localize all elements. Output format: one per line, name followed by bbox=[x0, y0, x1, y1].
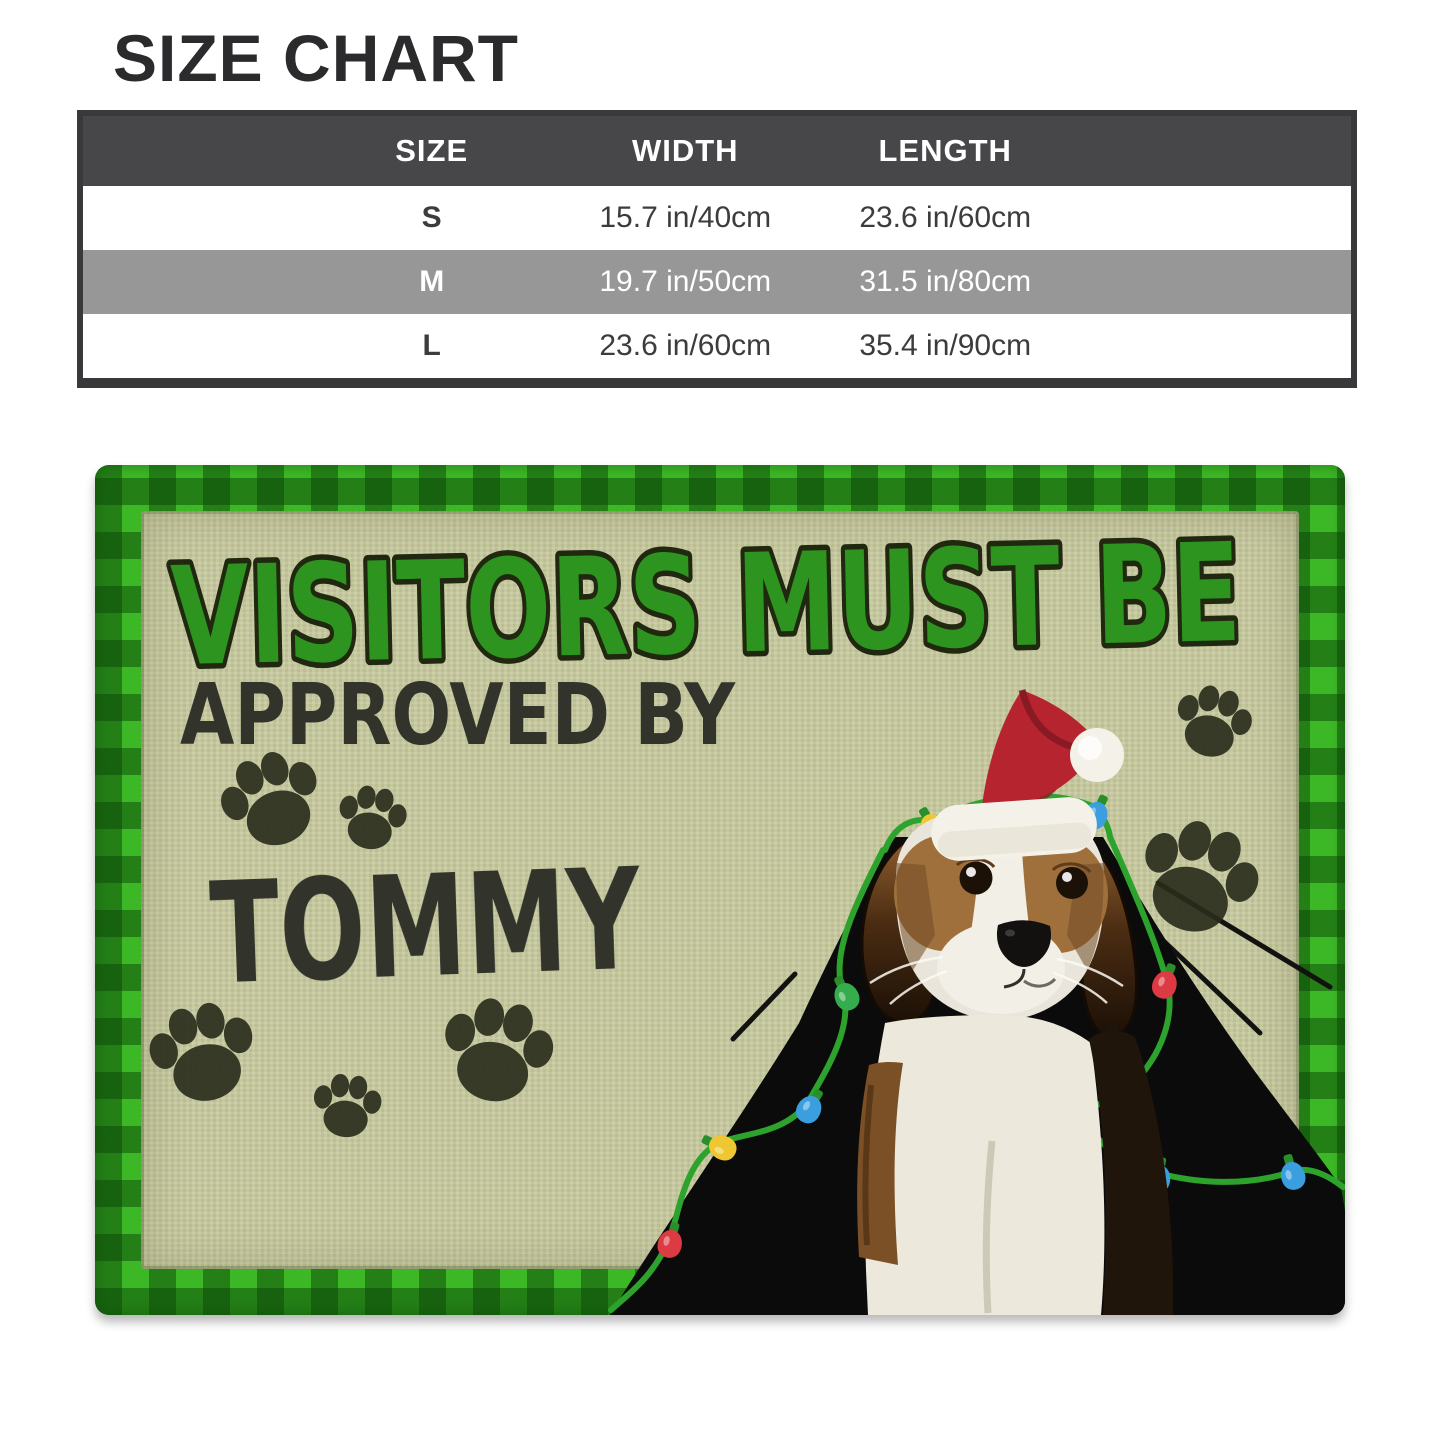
dog-mouth bbox=[1003, 968, 1026, 989]
cell-length-m: 31.5 in/80cm bbox=[859, 265, 1032, 298]
santa-hat-cone bbox=[981, 690, 1096, 815]
cell-width-s: 15.7 in/40cm bbox=[599, 201, 772, 234]
table-row: M 19.7 in/50cm 31.5 in/80cm bbox=[83, 250, 1351, 314]
paw-print bbox=[310, 1071, 384, 1141]
size-chart-table: SIZE WIDTH LENGTH S 15.7 in/40cm 23.6 in… bbox=[77, 110, 1357, 388]
dog-body bbox=[865, 1015, 1105, 1315]
cell-size-m: M bbox=[419, 265, 445, 298]
doormat-headline: VISITORS MUST BE bbox=[169, 515, 1242, 697]
page-title: SIZE CHART bbox=[113, 21, 519, 95]
dog-whiskers bbox=[869, 955, 1124, 1005]
doormat-art: VISITORS MUST BE APPROVED BY TOMMY bbox=[142, 509, 1345, 1315]
cell-length-l: 35.4 in/90cm bbox=[859, 329, 1032, 362]
dog-eye bbox=[959, 861, 993, 895]
dog-eye bbox=[1056, 867, 1088, 899]
column-header-length: LENGTH bbox=[878, 133, 1012, 168]
cell-length-s: 23.6 in/60cm bbox=[859, 201, 1032, 234]
paw-print bbox=[433, 990, 561, 1112]
paw-print bbox=[1167, 678, 1259, 766]
cell-size-l: L bbox=[422, 329, 441, 362]
cell-size-s: S bbox=[421, 201, 442, 234]
column-header-size: SIZE bbox=[395, 133, 469, 168]
column-header-width: WIDTH bbox=[631, 133, 739, 168]
table-row: L 23.6 in/60cm 35.4 in/90cm bbox=[83, 314, 1351, 378]
doormat-dog-name: TOMMY bbox=[208, 839, 645, 1017]
doormat-product-photo: VISITORS MUST BE APPROVED BY TOMMY bbox=[95, 465, 1345, 1315]
dog-dark-side bbox=[1089, 1030, 1174, 1315]
beagle-puppy bbox=[857, 689, 1174, 1315]
santa-hat bbox=[931, 689, 1124, 861]
table-row: S 15.7 in/40cm 23.6 in/60cm bbox=[83, 186, 1351, 250]
cell-width-m: 19.7 in/50cm bbox=[599, 265, 772, 298]
table-header-row: SIZE WIDTH LENGTH bbox=[83, 116, 1351, 186]
cell-width-l: 23.6 in/60cm bbox=[599, 329, 772, 362]
doormat-subline: APPROVED BY bbox=[180, 666, 736, 765]
paw-print bbox=[333, 781, 411, 855]
santa-hat-brim bbox=[931, 797, 1097, 861]
